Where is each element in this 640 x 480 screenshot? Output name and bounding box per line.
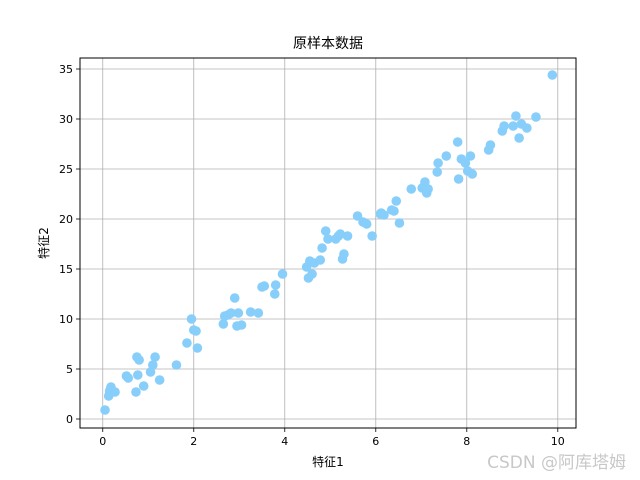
scatter-point bbox=[465, 151, 476, 161]
scatter-point bbox=[452, 137, 463, 147]
scatter-point bbox=[441, 151, 452, 161]
y-axis-label: 特征2 bbox=[36, 227, 51, 259]
y-tick-label: 15 bbox=[59, 263, 73, 276]
scatter-point bbox=[467, 169, 478, 179]
scatter-point bbox=[432, 167, 443, 177]
scatter-point bbox=[259, 281, 270, 291]
y-tick-label: 30 bbox=[59, 113, 73, 126]
scatter-point bbox=[367, 231, 377, 241]
axis-ticks: 0 2 4 6 8 10 0 5 10 15 20 25 30 35 bbox=[59, 63, 565, 448]
scatter-point bbox=[171, 360, 182, 370]
x-tick-label: 0 bbox=[99, 435, 106, 448]
scatter-point bbox=[123, 373, 134, 383]
scatter-point bbox=[148, 360, 158, 370]
scatter-point bbox=[522, 123, 532, 133]
scatter-point bbox=[269, 289, 280, 299]
scatter-point bbox=[323, 234, 333, 244]
scatter-point bbox=[226, 308, 236, 318]
scatter-point bbox=[485, 140, 496, 150]
scatter-point bbox=[394, 218, 405, 228]
y-tick-label: 10 bbox=[59, 313, 73, 326]
grid-lines bbox=[80, 58, 576, 428]
scatter-point bbox=[253, 308, 264, 318]
scatter-point bbox=[134, 355, 144, 365]
data-points bbox=[100, 70, 558, 415]
scatter-point bbox=[389, 206, 399, 216]
scatter-point bbox=[531, 112, 541, 122]
scatter-point bbox=[511, 111, 521, 121]
scatter-point bbox=[335, 229, 346, 239]
scatter-point bbox=[270, 280, 281, 290]
plot-frame bbox=[79, 57, 577, 429]
scatter-point bbox=[514, 133, 524, 143]
scatter-point bbox=[191, 326, 201, 336]
scatter-point bbox=[150, 352, 160, 362]
scatter-point bbox=[315, 255, 326, 265]
y-tick-label: 25 bbox=[59, 163, 73, 176]
scatter-point bbox=[233, 308, 244, 318]
scatter-point bbox=[499, 121, 509, 131]
scatter-point bbox=[317, 243, 327, 253]
scatter-point bbox=[391, 196, 402, 206]
scatter-point bbox=[186, 314, 197, 324]
y-tick-label: 0 bbox=[66, 413, 73, 426]
scatter-point bbox=[320, 226, 331, 236]
scatter-point bbox=[277, 269, 288, 279]
scatter-point bbox=[339, 249, 349, 259]
chart-title: 原样本数据 bbox=[293, 36, 363, 52]
x-tick-label: 4 bbox=[281, 435, 288, 448]
scatter-point bbox=[218, 319, 229, 329]
scatter-point bbox=[379, 210, 389, 220]
y-tick-label: 35 bbox=[59, 63, 73, 76]
scatter-point bbox=[229, 293, 240, 303]
x-tick-label: 8 bbox=[463, 435, 470, 448]
scatter-point bbox=[342, 231, 353, 241]
x-tick-label: 10 bbox=[551, 435, 565, 448]
scatter-point bbox=[236, 320, 247, 330]
scatter-point bbox=[182, 338, 192, 348]
scatter-point bbox=[361, 219, 372, 229]
scatter-point bbox=[131, 387, 141, 397]
scatter-point bbox=[453, 174, 464, 184]
scatter-point bbox=[138, 381, 149, 391]
y-tick-label: 20 bbox=[59, 213, 73, 226]
scatter-point bbox=[433, 158, 443, 168]
scatter-point bbox=[406, 184, 417, 194]
scatter-point bbox=[460, 158, 471, 168]
scatter-point bbox=[245, 307, 256, 317]
scatter-point bbox=[307, 269, 317, 279]
x-axis-label: 特征1 bbox=[312, 454, 344, 469]
scatter-point bbox=[110, 387, 120, 397]
scatter-point bbox=[547, 70, 558, 80]
scatter-point bbox=[423, 184, 433, 194]
scatter-point bbox=[192, 343, 203, 353]
x-tick-label: 2 bbox=[190, 435, 197, 448]
x-tick-label: 6 bbox=[372, 435, 379, 448]
scatter-point bbox=[100, 405, 110, 415]
scatter-point bbox=[132, 370, 143, 380]
y-tick-label: 5 bbox=[66, 363, 73, 376]
watermark: CSDN @阿库塔姆 bbox=[487, 453, 626, 473]
scatter-point bbox=[154, 375, 165, 385]
scatter-point bbox=[508, 121, 519, 131]
